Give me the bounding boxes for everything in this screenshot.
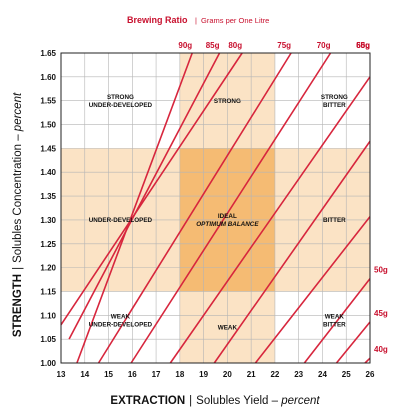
ratio-line-55g: [254, 216, 371, 364]
y-axis-label: STRENGTH | Solubles Concentration – percen…: [12, 92, 24, 337]
zone-label: OPTIMUM BALANCE: [196, 221, 259, 228]
x-tick-label: 25: [342, 370, 351, 379]
y-tick-label: 1.50: [40, 121, 56, 130]
x-tick-label: 16: [128, 370, 137, 379]
x-tick-label: 13: [57, 370, 66, 379]
x-axis-label-detail: Solubles Yield –: [196, 395, 281, 407]
x-tick-label: 22: [270, 370, 279, 379]
ratio-line-45g: [335, 321, 371, 364]
x-tick-label: 23: [294, 370, 303, 379]
zone-label: WEAK: [325, 313, 345, 320]
chart-title: Brewing Ratio: [127, 15, 188, 25]
ratio-label-50g: 50g: [374, 266, 388, 275]
y-tick-label: 1.30: [40, 216, 56, 225]
zone-label: BITTER: [323, 217, 346, 224]
ratio-label-65g: 65g: [356, 41, 370, 50]
y-axis-label-main: STRENGTH: [12, 274, 24, 337]
zone-label: STRONG: [321, 94, 348, 101]
ratio-line-50g: [303, 278, 371, 364]
zone-label: WEAK: [111, 313, 131, 320]
x-axis-label-unit: percent: [280, 395, 320, 407]
y-tick-label: 1.65: [40, 49, 56, 58]
zone-label: BITTER: [323, 321, 346, 328]
ratio-label-85g: 85g: [206, 41, 220, 50]
zone-label: WEAK: [218, 324, 238, 331]
x-tick-label: 14: [80, 370, 89, 379]
plot-border: [60, 52, 371, 364]
chart-header: Brewing Ratio | Grams per One Litre: [127, 15, 269, 25]
x-axis-label-main: EXTRACTION: [110, 395, 185, 407]
y-tick-label: 1.20: [40, 264, 56, 273]
zone-labels: STRONGUNDER-DEVELOPEDSTRONGSTRONGBITTERU…: [89, 94, 348, 332]
ratio-label-75g: 75g: [277, 41, 291, 50]
y-tick-label: 1.25: [40, 240, 56, 249]
x-tick-label: 18: [175, 370, 184, 379]
ratio-label-60g: 60g: [356, 41, 370, 50]
ratio-lines: [60, 52, 371, 364]
ratio-line-80g: [60, 52, 243, 326]
x-tick-label: 19: [199, 370, 208, 379]
ratio-label-80g: 80g: [228, 41, 242, 50]
ratio-line-60g: [213, 140, 371, 364]
x-axis-label: EXTRACTION | Solubles Yield – percent: [110, 395, 320, 407]
plot-frame: [60, 52, 371, 364]
x-tick-label: 21: [247, 370, 256, 379]
ratio-label-55g: 55g: [356, 41, 370, 50]
ratio-line-85g: [68, 52, 221, 340]
y-tick-label: 1.10: [40, 311, 56, 320]
ratio-label-45g: 45g: [374, 309, 388, 318]
x-tick-labels: 13 14 15 16 17 18 19 20 21 22 23 24 25 26: [57, 370, 375, 379]
y-tick-label: 1.35: [40, 192, 56, 201]
zone-label: UNDER-DEVELOPED: [89, 321, 153, 328]
y-axis-label-unit: percent: [12, 92, 24, 132]
ratio-line-70g: [130, 52, 332, 364]
ratio-line-90g: [76, 52, 193, 364]
ratio-label-90g: 90g: [178, 41, 192, 50]
x-tick-label: 24: [318, 370, 327, 379]
x-tick-label: 17: [152, 370, 161, 379]
zone-label: BITTER: [323, 102, 346, 109]
chart-title-separator: |: [195, 16, 197, 25]
x-axis-label-separator: |: [189, 395, 192, 407]
y-tick-label: 1.40: [40, 168, 56, 177]
y-tick-label: 1.55: [40, 97, 56, 106]
y-tick-label: 1.05: [40, 335, 56, 344]
y-axis-label-detail: Solubles Concentration –: [12, 131, 24, 263]
ratio-line-40g: [364, 357, 371, 364]
x-tick-label: 15: [104, 370, 113, 379]
zone-label: UNDER-DEVELOPED: [89, 102, 153, 109]
y-axis-label-separator: |: [12, 267, 24, 270]
x-tick-label: 26: [366, 370, 375, 379]
ratio-label-40g: 40g: [374, 345, 388, 354]
y-tick-labels: 1.00 1.05 1.10 1.15 1.20 1.25 1.30 1.35 1.40 1.45…: [40, 49, 56, 368]
x-tick-label: 20: [223, 370, 232, 379]
ratio-line-65g: [169, 76, 371, 364]
chart-subtitle: Grams per One Litre: [201, 16, 269, 25]
zone-label: STRONG: [214, 98, 241, 105]
zone-label: UNDER-DEVELOPED: [89, 217, 153, 224]
ratio-label-70g: 70g: [317, 41, 331, 50]
y-tick-label: 1.60: [40, 73, 56, 82]
y-tick-label: 1.15: [40, 287, 56, 296]
zone-label: IDEAL: [218, 213, 237, 220]
ratio-line-75g: [97, 52, 292, 364]
y-tick-label: 1.00: [40, 359, 56, 368]
zone-label: STRONG: [107, 94, 134, 101]
y-tick-label: 1.45: [40, 144, 56, 153]
